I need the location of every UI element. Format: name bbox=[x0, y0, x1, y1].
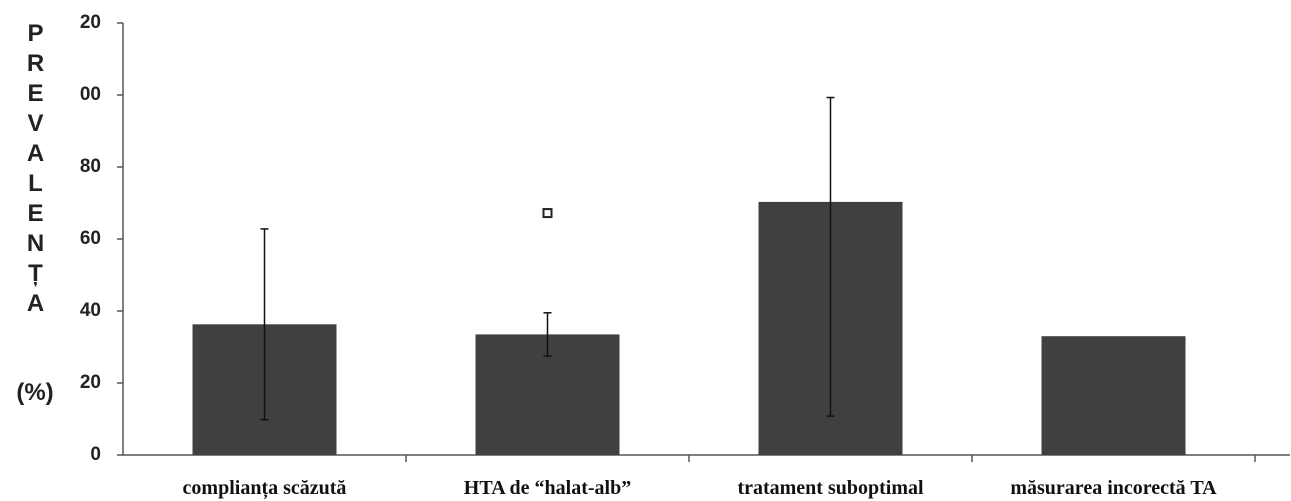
outlier bbox=[542, 208, 553, 219]
y-tick-label: 0 bbox=[90, 444, 101, 465]
x-tick-label: măsurarea incorectă TA bbox=[1010, 477, 1217, 499]
y-tick-label: 20 bbox=[80, 372, 101, 393]
y-tick-label: 20 bbox=[80, 12, 101, 33]
x-tick-label: complianța scăzută bbox=[183, 477, 347, 500]
y-tick-label: 80 bbox=[80, 156, 101, 177]
y-tick-label: 60 bbox=[80, 228, 101, 249]
y-axis-title: PREVALENȚA bbox=[22, 20, 49, 320]
x-tick-label: tratament suboptimal bbox=[737, 477, 924, 499]
y-tick-label: 00 bbox=[80, 84, 101, 105]
y-tick-label: 40 bbox=[80, 300, 101, 321]
x-tick-label: HTA de “halat-alb” bbox=[464, 477, 631, 499]
bar bbox=[1041, 336, 1186, 455]
y-axis-unit: (%) bbox=[16, 379, 53, 406]
